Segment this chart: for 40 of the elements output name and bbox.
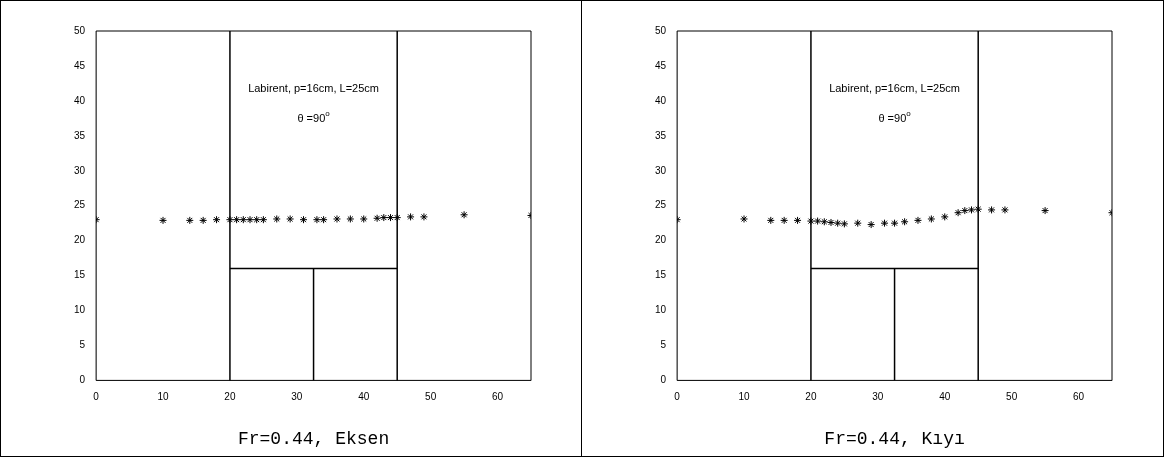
- y-tick-label: 5: [79, 339, 86, 351]
- annotation: Labirent, p=16cm, L=25cm: [248, 82, 379, 95]
- x-tick-label: 60: [491, 391, 504, 403]
- annotation: Labirent, p=16cm, L=25cm: [829, 82, 960, 95]
- y-tick-label: 40: [655, 94, 667, 106]
- x-tick-label: 0: [674, 391, 681, 403]
- y-tick-label: 35: [74, 129, 86, 141]
- x-tick-label: 20: [224, 391, 236, 403]
- y-tick-label: 5: [660, 339, 667, 351]
- y-tick-label: 10: [74, 304, 86, 316]
- x-axis-title: Fr=0.44, Eksen: [237, 428, 390, 449]
- x-tick-label: 30: [291, 391, 303, 403]
- x-tick-label: 50: [1006, 391, 1018, 403]
- x-tick-label: 10: [157, 391, 170, 403]
- y-tick-label: 40: [74, 94, 86, 106]
- x-tick-label: 50: [425, 391, 437, 403]
- y-tick-label: 0: [660, 374, 667, 386]
- y-tick-label: 35: [655, 129, 667, 141]
- x-tick-label: 40: [358, 391, 370, 403]
- y-tick-label: 15: [655, 269, 667, 281]
- y-tick-label: 0: [79, 374, 86, 386]
- y-tick-label: 10: [655, 304, 667, 316]
- x-tick-label: 60: [1072, 391, 1085, 403]
- x-axis-title: Fr=0.44, Kıyı: [824, 428, 965, 449]
- y-tick-label: 30: [655, 164, 667, 176]
- y-tick-label: 45: [655, 59, 667, 71]
- y-tick-label: 50: [74, 24, 86, 36]
- y-tick-label: 25: [655, 199, 667, 211]
- y-tick-label: 15: [74, 269, 86, 281]
- x-tick-label: 40: [939, 391, 951, 403]
- x-tick-label: 0: [93, 391, 100, 403]
- y-tick-label: 25: [74, 199, 86, 211]
- y-tick-label: 45: [74, 59, 86, 71]
- x-tick-label: 10: [738, 391, 751, 403]
- y-tick-label: 20: [655, 234, 667, 246]
- y-tick-label: 30: [74, 164, 86, 176]
- y-tick-label: 50: [655, 24, 667, 36]
- x-tick-label: 30: [872, 391, 884, 403]
- y-tick-label: 20: [74, 234, 86, 246]
- x-tick-label: 20: [805, 391, 817, 403]
